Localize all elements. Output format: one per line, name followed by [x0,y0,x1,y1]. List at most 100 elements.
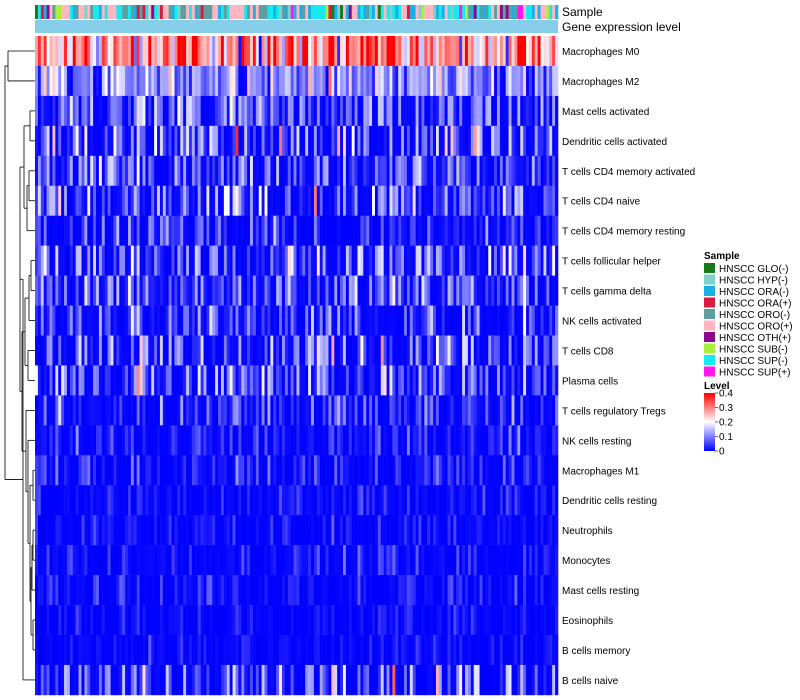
heatmap-cell [238,605,242,636]
heatmap-cell [427,455,431,486]
heatmap-cell [98,455,103,486]
heatmap-cell [534,185,538,216]
heatmap-cell [531,635,536,666]
heatmap-cell [119,395,123,426]
heatmap-cell [366,485,370,516]
heatmap-cell [415,245,419,276]
heatmap-cell [380,305,384,336]
sample-annotation-cell [447,5,451,19]
sample-annotation-cell [186,5,190,19]
heatmap-cell [35,95,39,127]
heatmap-cell [212,575,216,606]
heatmap-cell [218,95,222,127]
heatmap-cell [49,545,53,576]
heatmap-cell [325,635,329,666]
heatmap-cell [81,485,85,516]
heatmap-cell [398,605,402,636]
heatmap-cell [241,485,245,516]
sample-annotation-cell [383,5,387,19]
heatmap-cell [450,185,454,216]
heatmap-cell [212,305,216,336]
heatmap-cell [96,455,100,486]
heatmap-cell [543,575,547,606]
heatmap-cell [453,605,457,636]
heatmap-cell [64,305,68,336]
heatmap-cell [470,36,475,67]
heatmap-cell [511,335,515,366]
heatmap-cell [191,245,196,276]
heatmap-cell [348,635,353,666]
heatmap-cell [40,485,45,516]
heatmap-cell [374,185,379,216]
heatmap-cell [148,185,152,216]
heatmap-cell [250,485,254,516]
heatmap-cell [66,575,71,606]
heatmap-cell [177,664,181,696]
heatmap-cell [296,125,300,157]
heatmap-cell [264,575,268,606]
heatmap-cell [168,635,172,666]
heatmap-cell [395,455,399,486]
heatmap-cell [168,125,172,157]
heatmap-cell [110,605,114,636]
heatmap-cell [287,635,291,666]
heatmap-cell [337,36,341,67]
heatmap-cell [348,605,353,636]
heatmap-cell [494,215,498,246]
heatmap-cell [148,245,152,276]
heatmap-cell [441,485,445,516]
heatmap-cell [334,515,338,546]
heatmap-cell [322,545,326,576]
heatmap-cell [250,515,254,546]
heatmap-cell [90,575,94,606]
heatmap-cell [255,305,260,336]
heatmap-cell [467,664,472,696]
heatmap-cell [491,664,495,696]
heatmap-cell [287,245,291,276]
heatmap-cell [305,275,309,306]
heatmap-cell [177,605,181,636]
heatmap-cell [151,335,155,366]
sample-annotation-cell [438,5,443,19]
heatmap-cell [456,155,460,187]
heatmap-cell [209,65,213,97]
sample-annotation-cell [465,5,469,19]
heatmap-cell [348,275,353,306]
heatmap-cell [107,215,111,246]
heatmap-cell [165,36,169,67]
heatmap-cell [342,575,347,606]
heatmap-cell [328,485,332,516]
heatmap-cell [171,635,175,666]
heatmap-cell [433,485,437,516]
heatmap-cell [369,425,373,456]
heatmap-cell [543,395,547,426]
heatmap-cell [316,245,321,276]
heatmap-cell [342,215,347,246]
heatmap-cell [104,485,108,516]
heatmap-cell [215,95,219,127]
heatmap-cell [244,245,248,276]
heatmap-cell [162,65,167,97]
heatmap-cell [293,365,297,396]
heatmap-cell [357,65,361,97]
heatmap-cell [485,65,489,97]
heatmap-cell [284,515,289,546]
heatmap-cell [267,485,271,516]
heatmap-cell [465,635,469,666]
heatmap-cell [389,305,393,336]
heatmap-cell [177,425,181,456]
heatmap-cell [200,605,204,636]
heatmap-cell [311,664,315,696]
heatmap-cell [194,245,199,276]
heatmap-cell [476,155,480,187]
heatmap-cell [313,425,318,456]
heatmap-cell [35,155,39,187]
heatmap-cell [130,305,135,336]
heatmap-cell [340,155,344,187]
heatmap-cell [435,365,440,396]
heatmap-cell [354,455,358,486]
heatmap-cell [305,305,309,336]
heatmap-cell [281,664,286,696]
heatmap-cell [418,215,422,246]
heatmap-cell [546,305,550,336]
